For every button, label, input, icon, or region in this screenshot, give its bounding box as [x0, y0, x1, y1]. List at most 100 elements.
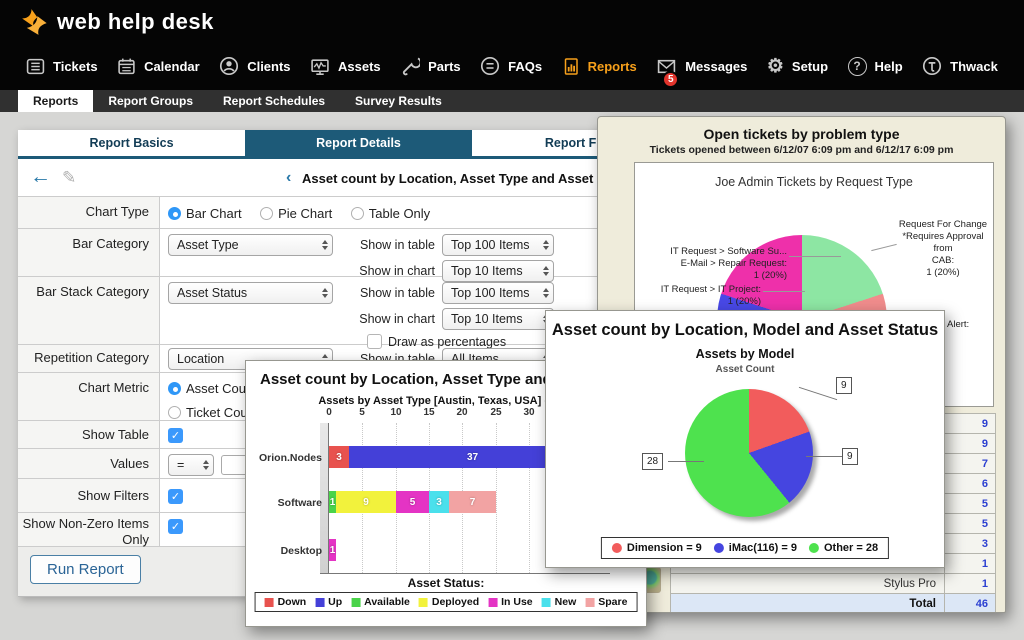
bar-report-window: Asset count by Location, Asset Type and …: [245, 360, 647, 627]
bar-category-chart-select[interactable]: Top 10 Items: [442, 260, 554, 282]
radio-table-only[interactable]: [350, 207, 364, 220]
nav-label: FAQs: [508, 58, 543, 74]
bar-orion-nodes: 3 37: [329, 446, 596, 468]
nav-item-clients[interactable]: Clients: [219, 56, 291, 76]
nav-item-assets[interactable]: Assets: [310, 57, 381, 76]
subnav-item-reports[interactable]: Reports: [18, 90, 94, 112]
nav-item-tickets[interactable]: Tickets: [26, 57, 98, 76]
bar-legend: Down Up Available Deployed In Use New Sp…: [254, 592, 638, 612]
nav-item-reports[interactable]: Reports: [562, 57, 637, 76]
show-in-chart-label: Show in chart: [359, 264, 435, 278]
tickets-pie-title: Joe Admin Tickets by Request Type: [715, 175, 913, 189]
nav-item-help[interactable]: ? Help: [847, 56, 903, 76]
bar-segment: 1: [329, 491, 336, 513]
messages-badge: 5: [662, 70, 680, 88]
table-row-total: Total 46: [671, 594, 995, 612]
show-in-chart-label: Show in chart: [359, 312, 435, 326]
pie-label-alert-fragment: Alert:: [947, 319, 970, 330]
draw-as-percentages-label: Draw as percentages: [388, 334, 507, 349]
reports-icon: [564, 57, 578, 75]
prev-report-chevron[interactable]: ‹: [286, 169, 292, 186]
tab-report-basics[interactable]: Report Basics: [18, 130, 245, 156]
tab-report-details[interactable]: Report Details: [245, 130, 472, 156]
radio-asset-count[interactable]: [168, 382, 181, 395]
subnav-item-survey-results[interactable]: Survey Results: [355, 94, 442, 108]
subnav-item-report-groups[interactable]: Report Groups: [108, 94, 194, 108]
bar-stack-category-select[interactable]: Asset Status: [168, 282, 333, 304]
select-arrows-icon: [322, 240, 328, 250]
radio-bar-chart[interactable]: [168, 207, 181, 220]
row-label: Show Table: [18, 421, 160, 448]
show-non-zero-checkbox[interactable]: ✓: [168, 519, 183, 534]
row-label: Bar Category: [18, 229, 160, 276]
row-label: Chart Type: [18, 197, 160, 228]
select-arrows-icon: [543, 266, 549, 276]
bar-desktop: 1: [329, 539, 336, 561]
legend-title: Asset Status:: [407, 576, 485, 590]
pie-chart-title: Assets by Model: [695, 347, 795, 361]
tickets-icon: [26, 58, 45, 74]
report-title: Asset count by Location, Asset Type and …: [302, 171, 637, 186]
show-in-table-label: Show in table: [359, 238, 435, 252]
subnav-item-report-schedules[interactable]: Report Schedules: [223, 94, 326, 108]
show-filters-checkbox[interactable]: ✓: [168, 489, 183, 504]
nav-item-parts[interactable]: Parts: [400, 56, 461, 76]
run-report-button[interactable]: Run Report: [30, 555, 141, 584]
legend-item: Down: [264, 596, 306, 608]
row-label: Show Filters: [18, 479, 160, 512]
category-label: Orion.Nodes: [258, 452, 322, 464]
nav-label: Setup: [791, 58, 829, 74]
bar-stack-table-select[interactable]: Top 100 Items: [442, 282, 554, 304]
select-arrows-icon: [543, 288, 549, 298]
bar-category-select[interactable]: Asset Type: [168, 234, 333, 256]
nav-label: Thwack: [950, 58, 998, 74]
bar-stack-chart-select[interactable]: Top 10 Items: [442, 308, 554, 330]
draw-as-percentages-checkbox[interactable]: [367, 334, 382, 349]
radio-label: Bar Chart: [186, 206, 242, 221]
clients-icon: [220, 56, 239, 76]
legend-item: Available: [351, 596, 410, 608]
legend-item: Dimension = 9: [611, 542, 702, 554]
pie-legend: Dimension = 9 iMac(116) = 9 Other = 28: [600, 537, 890, 559]
radio-ticket-count[interactable]: [168, 406, 181, 419]
nav-item-faqs[interactable]: FAQs: [480, 56, 542, 76]
back-arrow-button[interactable]: ←: [30, 165, 51, 188]
radio-pie-chart[interactable]: [260, 207, 274, 220]
nav-item-calendar[interactable]: Calendar: [117, 57, 200, 76]
bar-segment: 9: [336, 491, 396, 513]
model-pie-window: Asset count by Location, Model and Asset…: [545, 310, 945, 568]
axis-wall: [320, 423, 329, 573]
app-logo[interactable]: web help desk: [20, 8, 214, 36]
x-tick: 30: [523, 407, 535, 418]
callout-red: 9: [836, 377, 852, 394]
tab-strip: [18, 156, 700, 159]
callout-green: 28: [642, 453, 664, 470]
radio-label: Table Only: [368, 206, 431, 221]
main-nav: Tickets Calendar Clients Assets Parts FA…: [26, 46, 998, 88]
values-operator-select[interactable]: =: [168, 454, 214, 476]
radio-label: Pie Chart: [278, 206, 333, 221]
nav-item-messages[interactable]: 5 Messages: [656, 57, 747, 88]
nav-item-setup[interactable]: ⚙ Setup: [767, 57, 828, 76]
bar-segment: 3: [329, 446, 349, 468]
select-arrows-icon: [203, 460, 209, 470]
table-row-stylus-pro: Stylus Pro 1: [671, 574, 995, 594]
pie-label-rfc: Request For Change *Requires Approval fr…: [898, 219, 988, 278]
logo-text: web help desk: [57, 9, 214, 34]
top-bar: web help desk Tickets Calendar Clients A…: [0, 0, 1024, 90]
sub-nav: Reports Report Groups Report Schedules S…: [0, 90, 1024, 112]
edit-pencil-icon[interactable]: ✎: [62, 168, 77, 187]
bar-category-table-select[interactable]: Top 100 Items: [442, 234, 554, 256]
row-bar-category: Bar Category Asset Type Show in table To…: [18, 229, 700, 282]
nav-item-thwack[interactable]: Thwack: [922, 56, 998, 76]
pie-label-it-project: IT Request > IT Project: 1 (20%): [660, 284, 761, 307]
messages-icon-wrap: 5: [656, 57, 680, 88]
row-label: Values: [18, 449, 160, 478]
show-table-checkbox[interactable]: ✓: [168, 428, 183, 443]
nav-label: Parts: [428, 58, 461, 74]
assets-icon: [311, 58, 329, 75]
bar-segment: 5: [396, 491, 429, 513]
category-label: Desktop: [280, 545, 322, 557]
bar-chart-title: Assets by Asset Type [Austin, Texas, USA…: [318, 395, 574, 407]
x-tick: 10: [390, 407, 402, 418]
